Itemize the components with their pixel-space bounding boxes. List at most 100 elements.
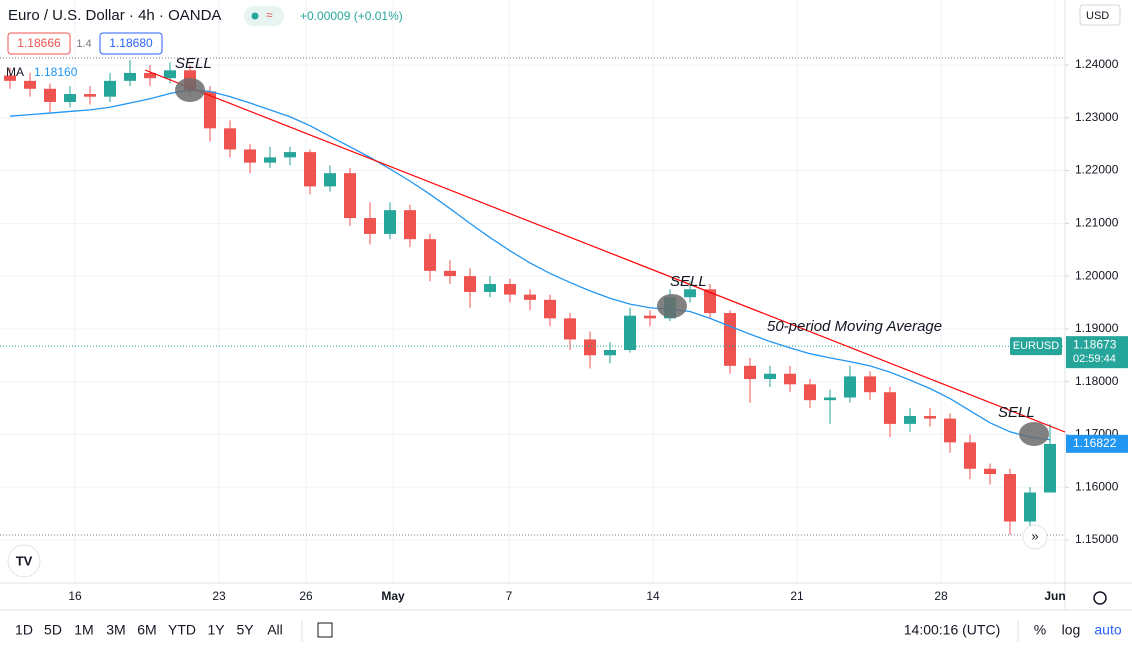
source: OANDA xyxy=(168,7,221,24)
candle-body xyxy=(524,294,536,300)
countdown: 02:59:44 xyxy=(1073,353,1116,365)
candle-body xyxy=(124,72,136,81)
y-tick-label: 1.23000 xyxy=(1075,110,1119,124)
scale-option[interactable]: log xyxy=(1062,622,1081,638)
candle-body xyxy=(64,94,76,102)
status-icon: ≈ xyxy=(266,8,273,22)
logo[interactable] xyxy=(7,544,41,578)
candle-body xyxy=(244,149,256,163)
price-change: +0.00009 (+0.01%) xyxy=(300,9,403,23)
candle-body xyxy=(744,365,756,380)
currency: USD xyxy=(1086,10,1109,22)
trendline xyxy=(144,69,1066,433)
timeframe-button[interactable]: 3M xyxy=(106,622,125,638)
x-tick-label: Jun xyxy=(1044,589,1065,603)
candle-body xyxy=(284,152,296,158)
ma-price-tag xyxy=(1066,434,1128,453)
candle-body xyxy=(764,373,776,380)
timeframe-button[interactable]: 1Y xyxy=(207,622,225,638)
candle-body xyxy=(464,276,476,292)
candle-body xyxy=(504,284,516,295)
candle-body xyxy=(324,173,336,187)
x-tick-label: 28 xyxy=(934,589,948,603)
candle-body xyxy=(704,289,716,314)
candle-body xyxy=(444,270,456,277)
clock: 14:00:16 (UTC) xyxy=(904,622,1000,638)
candle-body xyxy=(864,376,876,393)
y-tick-label: 1.19000 xyxy=(1075,321,1119,335)
candle-body xyxy=(24,80,36,89)
spread: 1.4 xyxy=(76,38,91,50)
timeframe-button[interactable]: All xyxy=(267,622,283,638)
timeframe-button[interactable]: 1D xyxy=(15,622,33,638)
candle-body xyxy=(824,397,836,401)
candle-body xyxy=(924,415,936,419)
sell-marker xyxy=(175,78,205,102)
settings-button[interactable] xyxy=(1093,591,1107,605)
candle-body xyxy=(384,210,396,234)
candle-body xyxy=(684,289,696,298)
candle-body xyxy=(44,88,56,102)
annotation: SELL xyxy=(670,273,707,290)
candle-body xyxy=(104,80,116,97)
candle-body xyxy=(264,157,276,163)
date-range-button[interactable] xyxy=(317,622,333,638)
candle-body xyxy=(1024,492,1036,522)
x-tick-label: 14 xyxy=(646,589,660,603)
y-tick-label: 1.22000 xyxy=(1075,163,1119,177)
scale-option[interactable]: % xyxy=(1034,622,1046,638)
candle-body xyxy=(544,299,556,319)
timeframe-button[interactable]: 1M xyxy=(74,622,93,638)
candle-body xyxy=(964,442,976,469)
timeframe-button[interactable]: 6M xyxy=(137,622,156,638)
timeframe-button[interactable]: 5D xyxy=(44,622,62,638)
candle-body xyxy=(224,128,236,150)
candle-body xyxy=(784,373,796,385)
annotation: 50-period Moving Average xyxy=(767,318,942,335)
ask-button[interactable] xyxy=(99,32,163,55)
title: Euro / U.S. Dollar xyxy=(8,7,125,24)
sell-marker xyxy=(657,294,687,318)
annotation: SELL xyxy=(175,55,212,72)
sell-marker xyxy=(1019,422,1049,446)
candle-body xyxy=(984,468,996,475)
annotation: SELL xyxy=(998,404,1035,421)
scroll-button[interactable] xyxy=(1022,524,1048,550)
x-tick-label: 26 xyxy=(299,589,313,603)
symbol-label: EURUSD xyxy=(1013,340,1060,352)
symbol-title: Euro / U.S. Dollar · 4h · OANDA xyxy=(8,7,221,24)
candle-body xyxy=(844,376,856,398)
candle-body xyxy=(424,239,436,271)
candle-body xyxy=(804,384,816,401)
candle-body xyxy=(484,284,496,292)
y-tick-label: 1.15000 xyxy=(1075,532,1119,546)
symbol-tag xyxy=(1010,337,1062,356)
logo-mark: TV xyxy=(16,553,33,568)
ma-legend-value: 1.18160 xyxy=(34,65,78,79)
candle-body xyxy=(724,313,736,366)
y-tick-label: 1.16000 xyxy=(1075,479,1119,493)
y-tick-label: 1.24000 xyxy=(1075,57,1119,71)
x-tick-label: 16 xyxy=(68,589,82,603)
market-status[interactable] xyxy=(244,6,284,26)
timeframe-button[interactable]: YTD xyxy=(168,622,196,638)
currency-select[interactable] xyxy=(1079,4,1121,26)
candle-body xyxy=(644,315,656,319)
candle-body xyxy=(364,218,376,234)
candle-body xyxy=(84,94,96,97)
scale-option[interactable]: auto xyxy=(1094,622,1121,638)
timeframe-button[interactable]: 5Y xyxy=(236,622,254,638)
status-dot xyxy=(251,12,259,20)
y-tick-label: 1.21000 xyxy=(1075,216,1119,230)
candle-body xyxy=(624,315,636,351)
candle-body xyxy=(304,152,316,187)
candle-body xyxy=(144,72,156,79)
x-tick-label: 23 xyxy=(212,589,226,603)
plot-area xyxy=(0,0,1065,583)
candle-body xyxy=(904,415,916,424)
candle-body xyxy=(884,392,896,424)
bid-button[interactable] xyxy=(7,32,71,55)
x-tick-label: 7 xyxy=(506,589,513,603)
y-tick-label: 1.18000 xyxy=(1075,374,1119,388)
